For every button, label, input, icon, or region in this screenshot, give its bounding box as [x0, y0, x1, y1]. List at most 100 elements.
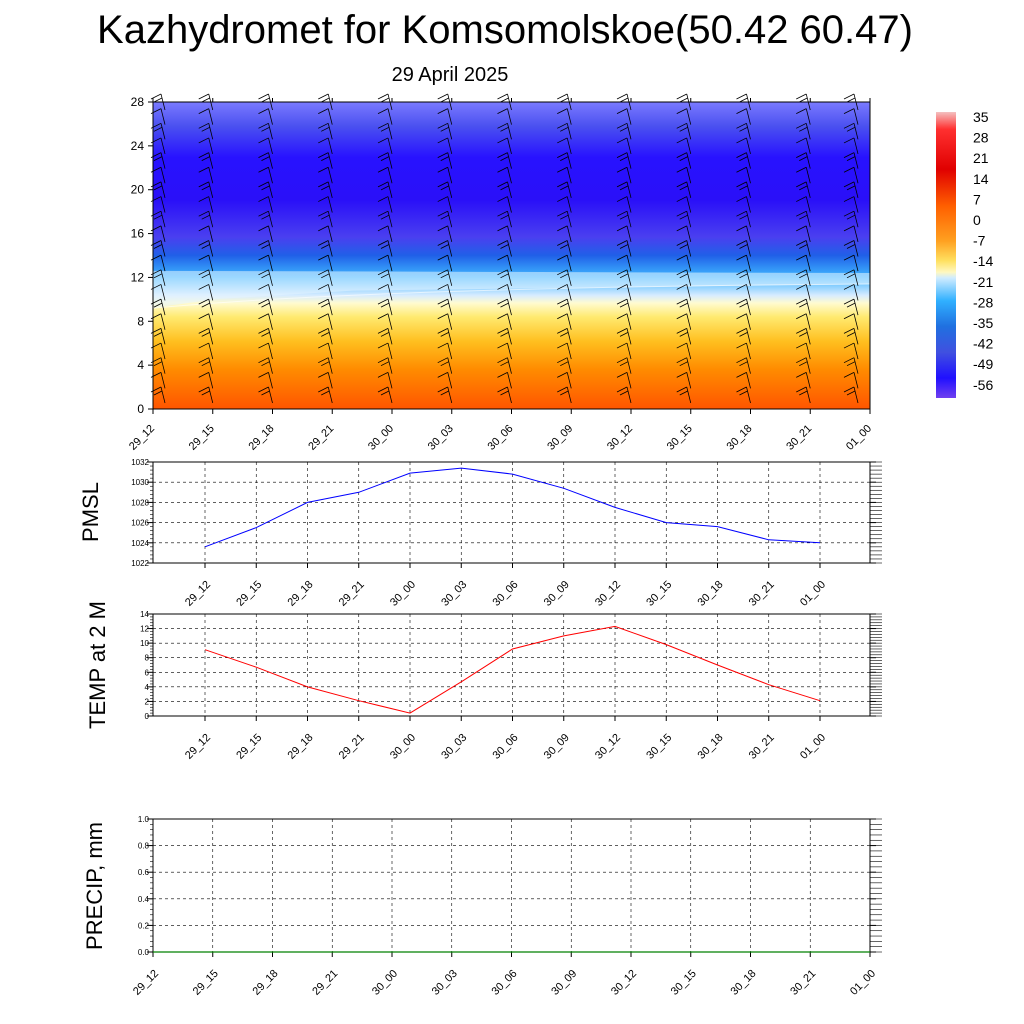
- wind-barb: [843, 269, 859, 286]
- y-tick-label: 12: [131, 270, 145, 284]
- wind-barb: [437, 122, 453, 140]
- wind-barb: [437, 108, 453, 125]
- colorbar-label: -21: [973, 274, 993, 290]
- wind-barb: [377, 254, 393, 272]
- wind-barb: [437, 240, 453, 257]
- wind-barb: [437, 284, 453, 301]
- wind-barb: [557, 269, 572, 286]
- wind-barb: [497, 108, 512, 125]
- x-tick-label: 29_12: [183, 579, 213, 609]
- wind-barb: [616, 269, 632, 286]
- x-tick-label: 30_00: [366, 423, 396, 453]
- wind-barb: [437, 225, 453, 242]
- wind-barb: [843, 284, 859, 301]
- x-tick-label: 29_18: [247, 423, 277, 453]
- x-tick-label: 29_12: [127, 423, 157, 453]
- wind-barb: [437, 342, 453, 360]
- wind-barb: [258, 240, 273, 257]
- wind-barb: [258, 196, 273, 213]
- wind-barb: [377, 152, 393, 169]
- wind-barb: [676, 225, 692, 242]
- wind-barb: [736, 328, 751, 345]
- wind-barb: [258, 152, 273, 169]
- wind-barb: [557, 196, 572, 213]
- wind-barb: [258, 328, 273, 345]
- y-tick-label: 1026: [131, 519, 149, 528]
- wind-barb: [377, 210, 393, 228]
- wind-barb: [676, 371, 692, 389]
- colorbar-label: -35: [973, 315, 993, 331]
- precip-chart: 0.0 0.2 0.4 0.6 0.8 1.0 29_12 29_15 29_18 29_21 30…: [82, 815, 882, 998]
- x-tick-label: 29_21: [337, 732, 367, 762]
- y-tick-label: 1024: [131, 539, 149, 548]
- wind-barb: [736, 298, 751, 316]
- x-tick-label: 30_00: [370, 968, 400, 998]
- wind-barb: [796, 122, 811, 140]
- x-tick-label: 30_09: [542, 732, 572, 762]
- wind-barb: [796, 166, 811, 184]
- wind-barb: [258, 357, 273, 374]
- wind-barb: [377, 225, 393, 242]
- wind-barb: [377, 137, 393, 155]
- wind-barb: [843, 357, 859, 374]
- wind-barb: [736, 137, 751, 155]
- wind-barb: [676, 269, 692, 286]
- wind-barb: [843, 386, 859, 404]
- wind-barb: [796, 254, 811, 272]
- y-axis-label: TEMP at 2 M: [85, 601, 110, 729]
- wind-barb: [497, 269, 512, 286]
- x-tick-label: 30_12: [593, 579, 623, 609]
- x-tick-label: 30_15: [644, 579, 674, 609]
- x-tick-label: 30_12: [605, 423, 635, 453]
- wind-barb: [258, 371, 273, 389]
- wind-barb: [318, 181, 333, 198]
- wind-barb: [736, 210, 751, 228]
- wind-barb: [557, 152, 572, 169]
- wind-barb: [557, 254, 572, 272]
- wind-barb: [258, 166, 273, 184]
- wind-barb: [557, 166, 572, 184]
- wind-barb: [437, 269, 453, 286]
- wind-barb: [318, 371, 333, 389]
- y-tick-label: 0.8: [138, 842, 150, 851]
- wind-barb: [796, 357, 811, 374]
- y-tick-label: 0.4: [138, 895, 150, 904]
- plot-frame: [152, 613, 871, 717]
- x-tick-label: 30_21: [788, 968, 818, 998]
- wind-barb: [676, 284, 692, 301]
- wind-barb: [198, 166, 214, 184]
- wind-barb: [258, 386, 273, 404]
- wind-barb: [676, 342, 692, 360]
- wind-barb: [497, 181, 512, 198]
- wind-barb: [557, 313, 572, 330]
- wind-barb: [318, 166, 333, 184]
- wind-barb: [616, 196, 632, 213]
- wind-barb: [198, 240, 214, 257]
- wind-barb: [198, 269, 214, 286]
- wind-barb: [377, 108, 393, 125]
- wind-barb: [497, 254, 512, 272]
- wind-barb: [616, 181, 632, 198]
- wind-barb: [676, 357, 692, 374]
- y-tick-label: 2: [145, 697, 150, 706]
- wind-barb: [497, 225, 512, 242]
- x-tick-label: 30_06: [491, 579, 521, 609]
- wind-barb: [843, 328, 859, 345]
- wind-barb: [198, 122, 214, 140]
- wind-barb: [258, 313, 273, 330]
- wind-barb: [377, 313, 393, 330]
- contour-line: [152, 283, 871, 309]
- wind-barb: [736, 166, 751, 184]
- y-tick-label: 0.2: [138, 921, 150, 930]
- y-tick-label: 4: [145, 683, 150, 692]
- x-tick-label: 01_00: [798, 579, 828, 609]
- wind-barb: [318, 240, 333, 257]
- wind-barb: [796, 108, 811, 125]
- x-tick-label: 01_00: [798, 732, 828, 762]
- wind-barb: [198, 371, 214, 389]
- x-tick-label: 29_15: [234, 579, 264, 609]
- wind-barb: [437, 357, 453, 374]
- wind-barb: [437, 386, 453, 404]
- y-tick-label: 1030: [131, 478, 149, 487]
- wind-barb: [843, 196, 859, 213]
